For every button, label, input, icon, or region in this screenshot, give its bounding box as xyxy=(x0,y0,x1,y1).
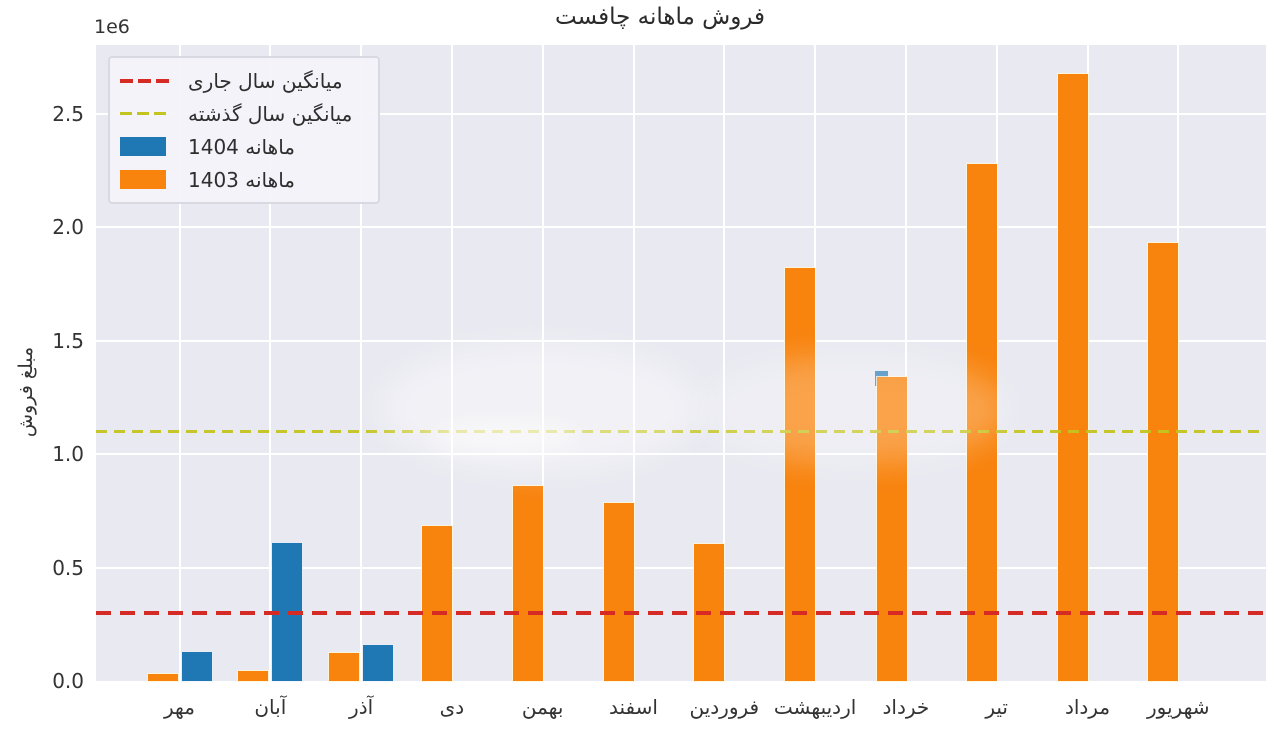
y-tick-label-2.0: 2.0 xyxy=(52,215,84,240)
x-tick-label-dey: دی xyxy=(439,695,465,719)
vertical-gridline-esfand xyxy=(632,45,635,681)
legend-label-last-year-mean: میانگین سال گذشته xyxy=(188,101,353,126)
y-tick-label-1.5: 1.5 xyxy=(52,328,84,353)
vertical-gridline-aban xyxy=(269,45,272,681)
bar-1403-dey xyxy=(421,525,452,681)
y-tick-label-0.0: 0.0 xyxy=(52,669,84,693)
chart-title: فروش ماهانه چافست xyxy=(554,4,765,30)
vertical-gridline-ordibehesht xyxy=(814,45,817,681)
horizontal-gridline-0.5 xyxy=(96,566,1266,569)
bar-1403-khordad xyxy=(876,377,907,681)
bar-1403-shahrivar xyxy=(1148,243,1179,681)
vertical-gridline-mordad xyxy=(1086,45,1089,681)
vertical-gridline-khordad xyxy=(904,45,907,681)
vertical-gridline-bahman xyxy=(541,45,544,681)
legend-label-monthly-1404: ماهانه 1404 xyxy=(188,134,295,159)
x-tick-label-farvardin: فروردین xyxy=(689,695,760,719)
y-tick-label-2.5: 2.5 xyxy=(52,102,84,126)
bar-1403-azar xyxy=(329,652,360,681)
x-tick-label-esfand: اسفند xyxy=(609,695,658,719)
bar-1403-mehr xyxy=(147,674,178,681)
horizontal-gridline-1.0 xyxy=(96,453,1266,456)
bar-1403-esfand xyxy=(603,502,634,681)
horizontal-gridline-2.0 xyxy=(96,226,1266,229)
blur-artifact-1 xyxy=(380,345,700,470)
yellow-dashed-line-swatch-icon xyxy=(120,112,172,115)
y-tick-label-1.0: 1.0 xyxy=(52,442,84,467)
vertical-gridline-farvardin xyxy=(723,45,726,681)
x-tick-label-azar: آذر xyxy=(349,695,374,719)
legend-label-current-year-mean: میانگین سال جاری xyxy=(188,68,343,93)
legend-label-monthly-1403: ماهانه 1403 xyxy=(188,167,295,192)
plot-area xyxy=(96,45,1266,681)
x-tick-label-bahman: بهمن xyxy=(521,695,564,719)
vertical-gridline-dey xyxy=(450,45,453,681)
blur-artifact-2 xyxy=(700,355,1010,465)
bar-1403-bahman xyxy=(512,485,543,681)
legend-row-monthly-1403: ماهانه 1403 xyxy=(120,163,368,196)
legend-row-current-year-mean: میانگین سال جاری xyxy=(120,64,368,97)
vertical-gridline-azar xyxy=(360,45,363,681)
vertical-gridline-shahrivar xyxy=(1177,45,1180,681)
x-tick-label-mehr: مهر xyxy=(164,695,195,719)
bar-1404-mehr xyxy=(181,651,212,681)
x-tick-label-ordibehesht: اردیبهشت xyxy=(773,695,857,719)
vertical-gridline-mehr xyxy=(178,45,181,681)
bar-1403-tir xyxy=(966,163,997,681)
y-axis-offset-label: 1e6 xyxy=(94,16,130,38)
legend-row-last-year-mean: میانگین سال گذشته xyxy=(120,97,368,130)
last-year-mean-line xyxy=(96,430,1266,434)
x-tick-label-shahrivar: شهریور xyxy=(1147,695,1210,719)
x-tick-label-tir: تیر xyxy=(985,695,1008,719)
legend-row-monthly-1404: ماهانه 1404 xyxy=(120,130,368,163)
horizontal-gridline-2.5 xyxy=(96,113,1266,115)
x-tick-label-mordad: مرداد xyxy=(1064,695,1111,719)
legend: میانگین سال جاری میانگین سال گذشته ماهان… xyxy=(108,56,380,204)
bar-1403-ordibehesht xyxy=(785,268,816,681)
x-tick-label-aban: آبان xyxy=(254,695,287,719)
bar-1403-aban xyxy=(238,670,269,681)
current-year-mean-line xyxy=(96,610,1266,615)
y-tick-label-0.5: 0.5 xyxy=(52,555,84,580)
vertical-gridline-tir xyxy=(995,45,998,681)
horizontal-gridline-1.5 xyxy=(96,339,1266,342)
orange-bar-swatch-icon xyxy=(120,170,172,189)
bar-1403-mordad xyxy=(1057,74,1088,681)
bar-1404-azar xyxy=(363,644,394,681)
x-tick-label-khordad: خرداد xyxy=(882,695,930,719)
red-dashed-line-swatch-icon xyxy=(120,78,172,83)
y-axis-label: مبلغ فروش xyxy=(15,346,37,438)
blue-bar-swatch-icon xyxy=(120,137,172,156)
